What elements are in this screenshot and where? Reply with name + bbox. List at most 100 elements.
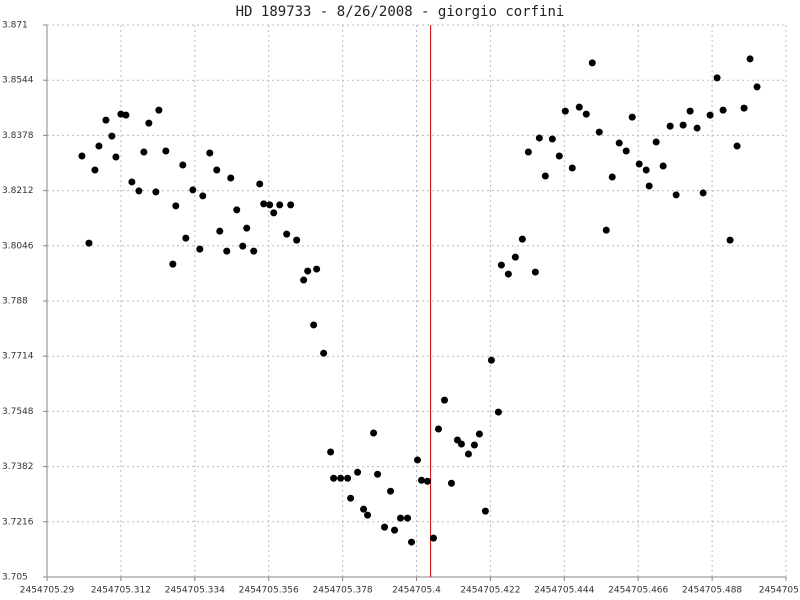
data-point bbox=[628, 113, 636, 121]
data-point bbox=[102, 116, 110, 124]
data-point bbox=[374, 470, 382, 478]
data-point bbox=[337, 474, 345, 482]
data-point bbox=[602, 226, 610, 234]
data-point bbox=[746, 55, 754, 63]
data-point bbox=[206, 149, 214, 157]
data-point bbox=[155, 106, 163, 114]
y-tick-label: 3.705 bbox=[2, 573, 28, 583]
x-tick-label: 2454705.356 bbox=[239, 586, 299, 596]
y-tick-label: 3.788 bbox=[2, 297, 28, 307]
data-point bbox=[227, 174, 235, 182]
data-point bbox=[414, 456, 422, 464]
data-point bbox=[440, 396, 448, 404]
data-point bbox=[464, 450, 472, 458]
data-point bbox=[408, 538, 416, 546]
data-point bbox=[434, 425, 442, 433]
data-point bbox=[470, 441, 478, 449]
data-point bbox=[679, 121, 687, 129]
y-tick-label: 3.7714 bbox=[2, 352, 34, 362]
data-point bbox=[494, 408, 502, 416]
data-point bbox=[531, 268, 539, 276]
data-point bbox=[196, 245, 204, 253]
data-point bbox=[199, 192, 207, 200]
data-point bbox=[189, 186, 197, 194]
data-point bbox=[686, 107, 694, 115]
data-point bbox=[582, 110, 590, 118]
data-point bbox=[595, 128, 603, 136]
data-point bbox=[719, 106, 727, 114]
data-point bbox=[287, 201, 295, 209]
data-point bbox=[457, 440, 465, 448]
data-point bbox=[140, 148, 148, 156]
data-point bbox=[169, 260, 177, 268]
data-point bbox=[699, 189, 707, 197]
data-point bbox=[404, 514, 412, 522]
x-tick-label: 2454705.312 bbox=[91, 586, 151, 596]
data-point bbox=[270, 209, 278, 217]
x-tick-label: 2454705.4 bbox=[392, 586, 441, 596]
data-point bbox=[423, 477, 431, 485]
data-point bbox=[223, 247, 231, 255]
data-point bbox=[504, 270, 512, 278]
data-point bbox=[418, 476, 426, 484]
y-tick-label: 3.871 bbox=[2, 21, 28, 31]
y-tick-label: 3.8046 bbox=[2, 241, 34, 251]
data-point bbox=[250, 247, 258, 255]
data-point bbox=[487, 356, 495, 364]
y-tick-label: 3.8544 bbox=[2, 76, 34, 86]
data-point bbox=[391, 526, 399, 534]
chart-title: HD 189733 - 8/26/2008 - giorgio corfini bbox=[236, 4, 565, 20]
data-point bbox=[216, 227, 224, 235]
data-point bbox=[642, 166, 650, 174]
x-tick-label: 2454705.51 bbox=[759, 586, 800, 596]
data-point bbox=[283, 230, 291, 238]
data-point bbox=[397, 514, 405, 522]
data-point bbox=[740, 104, 748, 112]
data-point bbox=[475, 430, 483, 438]
data-point bbox=[172, 202, 180, 210]
data-point bbox=[447, 479, 455, 487]
data-point bbox=[608, 173, 616, 181]
data-point bbox=[327, 448, 335, 456]
data-point bbox=[568, 164, 576, 172]
x-tick-label: 2454705.444 bbox=[534, 586, 594, 596]
data-point bbox=[635, 160, 643, 168]
data-point bbox=[518, 235, 526, 243]
x-tick-label: 2454705.422 bbox=[460, 586, 520, 596]
data-point bbox=[108, 132, 116, 140]
data-point bbox=[706, 111, 714, 119]
y-tick-label: 3.8378 bbox=[2, 131, 34, 141]
data-point bbox=[239, 242, 247, 250]
data-point bbox=[91, 166, 99, 174]
data-point bbox=[256, 180, 264, 188]
data-point bbox=[364, 511, 372, 519]
x-tick-label: 2454705.378 bbox=[313, 586, 373, 596]
data-point bbox=[162, 147, 170, 155]
data-point bbox=[233, 206, 241, 214]
data-point bbox=[128, 178, 136, 186]
data-point bbox=[753, 83, 761, 91]
data-point bbox=[535, 134, 543, 142]
data-point bbox=[713, 74, 721, 82]
data-point bbox=[370, 429, 378, 437]
data-point bbox=[615, 139, 623, 147]
data-point bbox=[152, 188, 160, 196]
data-point bbox=[354, 468, 362, 476]
data-point bbox=[693, 124, 701, 132]
data-point bbox=[497, 261, 505, 269]
data-point bbox=[313, 265, 321, 273]
data-point bbox=[429, 534, 437, 542]
data-point bbox=[481, 507, 489, 515]
data-point bbox=[541, 172, 549, 180]
y-tick-label: 3.7548 bbox=[2, 407, 34, 417]
y-tick-label: 3.8212 bbox=[2, 186, 34, 196]
data-point bbox=[310, 321, 318, 329]
data-point bbox=[347, 494, 355, 502]
x-tick-label: 2454705.488 bbox=[682, 586, 742, 596]
data-point bbox=[672, 191, 680, 199]
data-point bbox=[555, 152, 563, 160]
data-point bbox=[387, 487, 395, 495]
data-point bbox=[381, 523, 389, 531]
data-point bbox=[659, 162, 667, 170]
